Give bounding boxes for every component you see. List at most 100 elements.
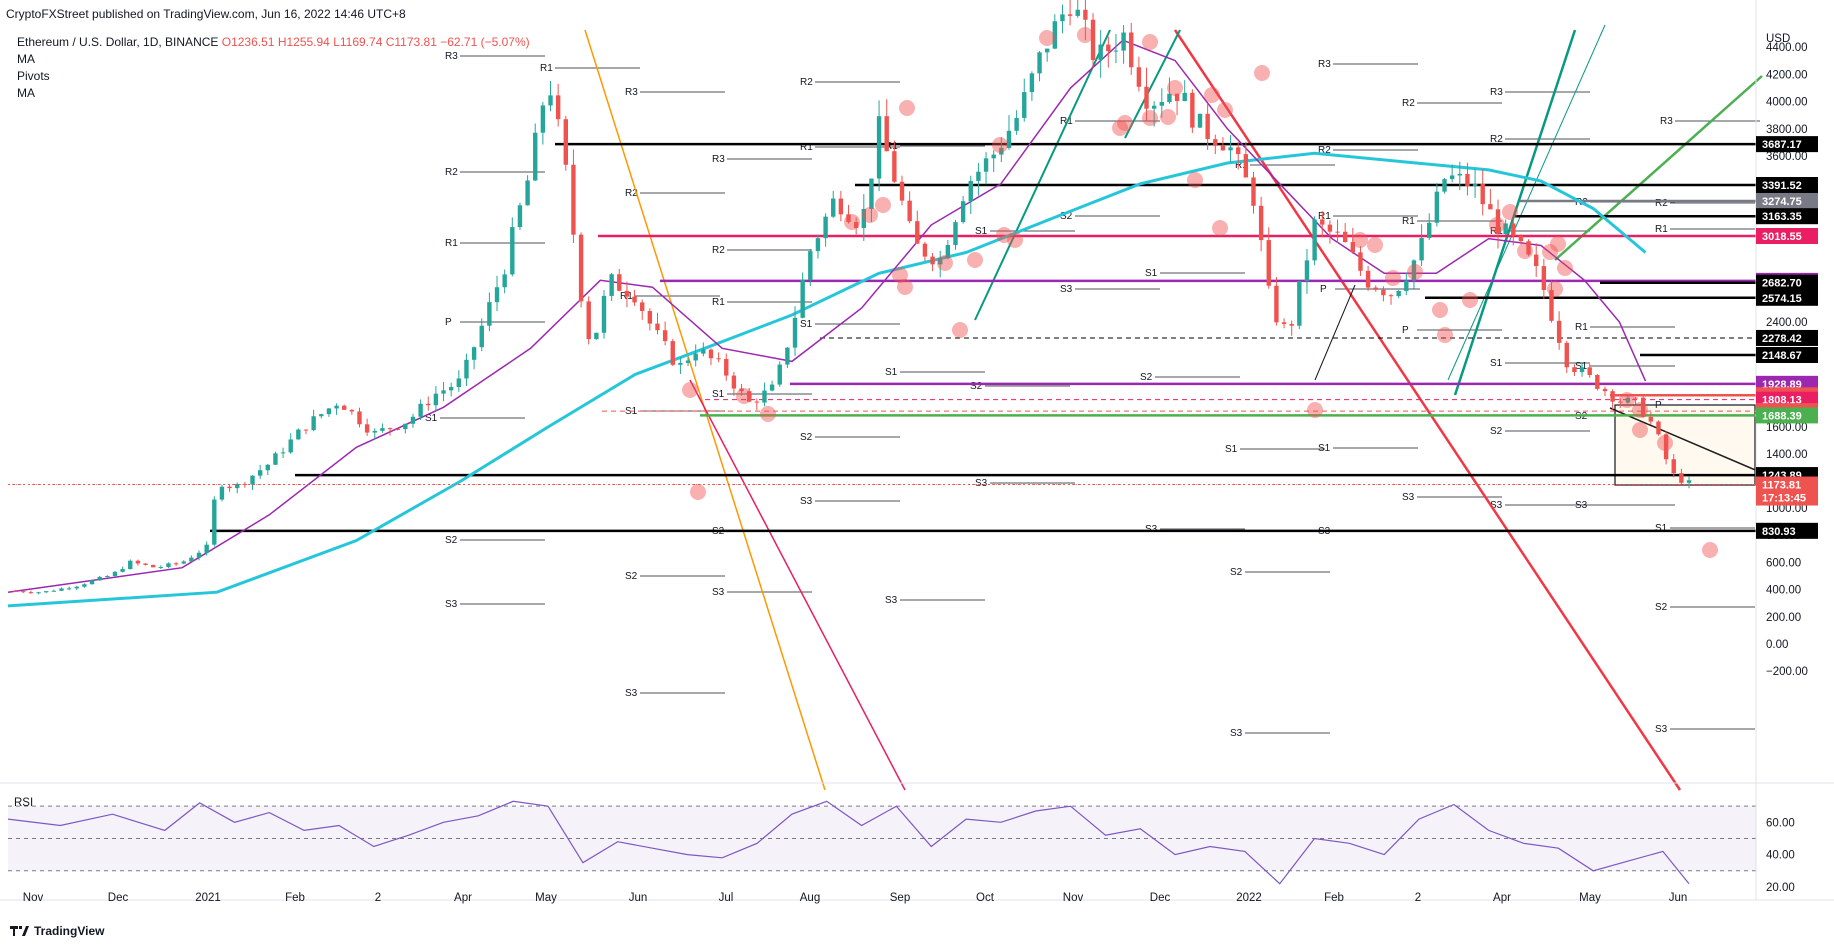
- candle-body: [724, 358, 729, 376]
- symbol-name[interactable]: Ethereum / U.S. Dollar, 1D, BINANCE: [17, 35, 219, 49]
- candle-body: [1151, 105, 1157, 109]
- candle-body: [1358, 252, 1363, 271]
- indicator-ma-slow[interactable]: MA: [17, 86, 35, 100]
- rejection-marker: [996, 227, 1012, 243]
- candle-body: [1037, 52, 1042, 74]
- pivot-label: R3: [1318, 59, 1331, 70]
- pivot-label: S3: [1145, 524, 1158, 535]
- candle-body: [82, 584, 87, 587]
- time-tick-label: May: [535, 892, 557, 904]
- candle-body: [1243, 154, 1249, 178]
- rejection-marker: [1039, 30, 1055, 46]
- candle-body: [517, 205, 523, 228]
- candle-body: [1098, 44, 1103, 60]
- rejection-marker: [1217, 102, 1233, 118]
- pivot-label: R1: [1575, 322, 1588, 333]
- candle-body: [1449, 175, 1455, 180]
- currency-label: USD: [1766, 33, 1790, 45]
- candle-body: [128, 560, 133, 570]
- candle-body: [357, 411, 362, 425]
- rejection-marker: [1187, 172, 1203, 188]
- candle-body: [1060, 14, 1065, 22]
- candle-body: [808, 251, 813, 280]
- candle-body: [59, 588, 64, 591]
- candle-body: [1404, 280, 1409, 291]
- candle-body: [1602, 388, 1608, 392]
- rejection-marker: [1367, 237, 1383, 253]
- pivot-label: S3: [800, 496, 813, 507]
- candle-body: [609, 274, 614, 296]
- candle-body: [479, 325, 484, 348]
- candle-body: [670, 341, 675, 365]
- candle-body: [143, 563, 148, 565]
- candle-body: [1006, 130, 1012, 148]
- rsi-line: [7, 800, 1690, 885]
- candle-body: [1511, 223, 1516, 236]
- pivot-label: S1: [712, 389, 725, 400]
- candle-body: [915, 221, 920, 244]
- candle-body: [403, 423, 408, 430]
- candle-body: [953, 222, 958, 245]
- price-badges: 3687.173391.523274.753163.353018.552695.…: [1756, 136, 1818, 539]
- candle-body: [1129, 32, 1134, 68]
- candle-body: [494, 287, 500, 303]
- candle-body: [1549, 290, 1554, 321]
- candle-body: [51, 590, 57, 592]
- indicator-pivots[interactable]: Pivots: [17, 69, 50, 83]
- rejection-markers: [682, 27, 1718, 558]
- legend-symbol-row: Ethereum / U.S. Dollar, 1D, BINANCE O123…: [17, 34, 530, 51]
- price-tick-label: 200.00: [1766, 612, 1801, 624]
- candle-body: [1022, 92, 1027, 118]
- price-tick-label: 3800.00: [1766, 124, 1808, 136]
- candle-body: [487, 302, 492, 326]
- rejection-marker: [1385, 270, 1401, 286]
- candle-body: [1633, 397, 1638, 399]
- close-value: C1173.81: [385, 35, 437, 49]
- candle-body: [1312, 219, 1317, 261]
- indicator-ma-fast[interactable]: MA: [17, 52, 35, 66]
- price-badge: [1756, 177, 1818, 193]
- time-tick-label: 2: [375, 892, 381, 904]
- candle-body: [1297, 280, 1302, 326]
- price-tick-label: 1000.00: [1766, 503, 1808, 515]
- candle-body: [1136, 67, 1142, 87]
- price-badge-label: 3391.52: [1762, 180, 1802, 192]
- price-tick-label: 1400.00: [1766, 449, 1808, 461]
- time-tick-label: Aug: [800, 892, 820, 904]
- candle-body: [1686, 480, 1692, 483]
- candle-body: [1365, 270, 1371, 288]
- rejection-marker: [1077, 27, 1093, 43]
- pivot-label: S3: [445, 599, 458, 610]
- candle-body: [1327, 224, 1333, 232]
- candle-body: [21, 591, 26, 593]
- candle-body: [1090, 19, 1096, 60]
- candle-body: [892, 151, 897, 182]
- candle-body: [525, 180, 530, 206]
- price-badge: [1756, 192, 1818, 209]
- pivot-label: R2: [1402, 98, 1415, 109]
- time-tick-label: Dec: [108, 892, 129, 904]
- rejection-marker: [1517, 243, 1533, 259]
- pivot-label: S3: [1060, 284, 1073, 295]
- pivot-label: S1: [975, 226, 988, 237]
- rejection-marker: [1437, 327, 1453, 343]
- time-tick-label: Jun: [629, 892, 648, 904]
- rsi-tick-label: 40.00: [1766, 850, 1795, 862]
- candle-body: [578, 234, 584, 302]
- rejection-marker: [1167, 80, 1183, 96]
- rejection-marker: [1632, 422, 1648, 438]
- candle-body: [907, 200, 912, 222]
- pivot-label: R3: [712, 154, 725, 165]
- trend-line: [689, 379, 906, 791]
- rejection-marker: [1432, 302, 1448, 318]
- candle-body: [273, 453, 278, 465]
- candle-body: [1610, 391, 1615, 402]
- publisher-credit: CryptoFXStreet published on TradingView.…: [6, 7, 406, 21]
- price-series: [8, 0, 1756, 595]
- candle-body: [120, 569, 125, 572]
- candle-body: [296, 429, 301, 440]
- open-value: O1236.51: [221, 35, 275, 49]
- candle-body: [1625, 397, 1631, 403]
- candle-body: [861, 208, 866, 229]
